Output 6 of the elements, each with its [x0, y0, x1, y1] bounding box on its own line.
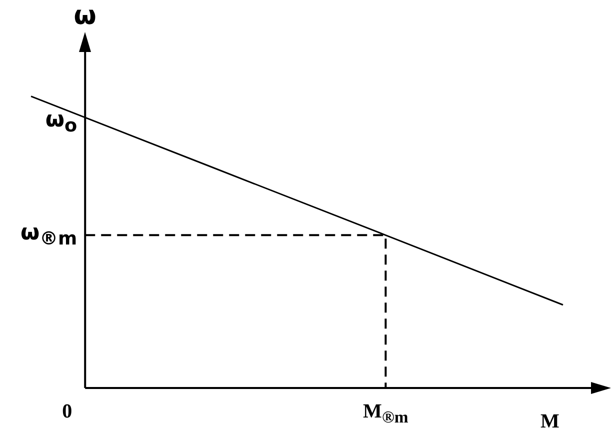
- text: ω$_{o}$: [45, 106, 78, 136]
- text: M$_{®m}$: [363, 400, 408, 428]
- text: 0: [62, 400, 72, 424]
- x-axis-title: M: [540, 410, 560, 434]
- ref-line-label: ω$_{®m}$: [20, 220, 78, 250]
- y-axis-title: ω: [74, 1, 96, 31]
